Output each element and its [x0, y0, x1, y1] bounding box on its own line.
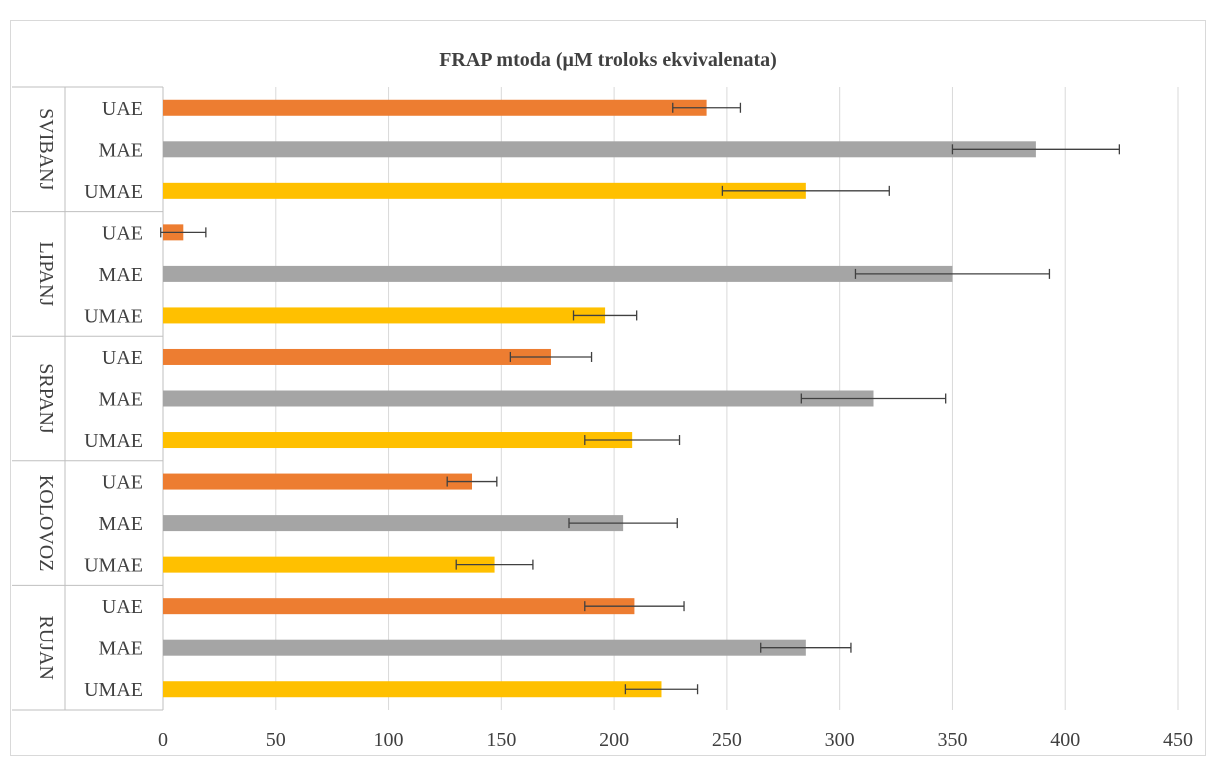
- category-label: MAE: [99, 264, 143, 286]
- category-label: MAE: [99, 513, 143, 535]
- category-label: MAE: [99, 638, 143, 660]
- category-label: UAE: [102, 222, 143, 244]
- bar: [163, 348, 551, 365]
- bar: [163, 598, 635, 615]
- bar: [163, 639, 806, 656]
- bar: [163, 556, 495, 573]
- category-label: UAE: [102, 472, 143, 494]
- group-label: SVIBANJ: [35, 108, 57, 190]
- category-label: MAE: [99, 139, 143, 161]
- x-tick-label: 300: [825, 729, 855, 751]
- x-tick-label: 0: [158, 729, 168, 751]
- category-label: MAE: [99, 389, 143, 411]
- category-label: UMAE: [84, 555, 143, 577]
- group-label: RUJAN: [35, 615, 57, 679]
- bar: [163, 432, 633, 449]
- x-tick-label: 200: [599, 729, 629, 751]
- x-tick-label: 50: [266, 729, 286, 751]
- category-label: UAE: [102, 347, 143, 369]
- group-label: SRPANJ: [35, 363, 57, 434]
- group-label: KOLOVOZ: [35, 475, 57, 572]
- category-label: UMAE: [84, 430, 143, 452]
- bar: [163, 307, 606, 324]
- bar: [163, 681, 662, 698]
- bar: [163, 99, 707, 116]
- x-tick-label: 400: [1050, 729, 1080, 751]
- bar: [163, 515, 624, 532]
- x-tick-label: 150: [486, 729, 516, 751]
- bar: [163, 182, 806, 199]
- category-label: UAE: [102, 98, 143, 120]
- category-label: UMAE: [84, 305, 143, 327]
- category-label: UMAE: [84, 181, 143, 203]
- bar: [163, 141, 1036, 158]
- group-label: LIPANJ: [35, 241, 57, 306]
- x-tick-label: 350: [937, 729, 967, 751]
- category-label: UAE: [102, 596, 143, 618]
- chart-title: FRAP mtoda (μM troloks ekvivalenata): [439, 49, 777, 71]
- x-tick-label: 100: [374, 729, 404, 751]
- x-tick-label: 450: [1163, 729, 1193, 751]
- bar: [163, 390, 874, 407]
- category-label: UMAE: [84, 679, 143, 701]
- bar: [163, 265, 953, 282]
- bar: [163, 473, 473, 490]
- x-tick-label: 250: [712, 729, 742, 751]
